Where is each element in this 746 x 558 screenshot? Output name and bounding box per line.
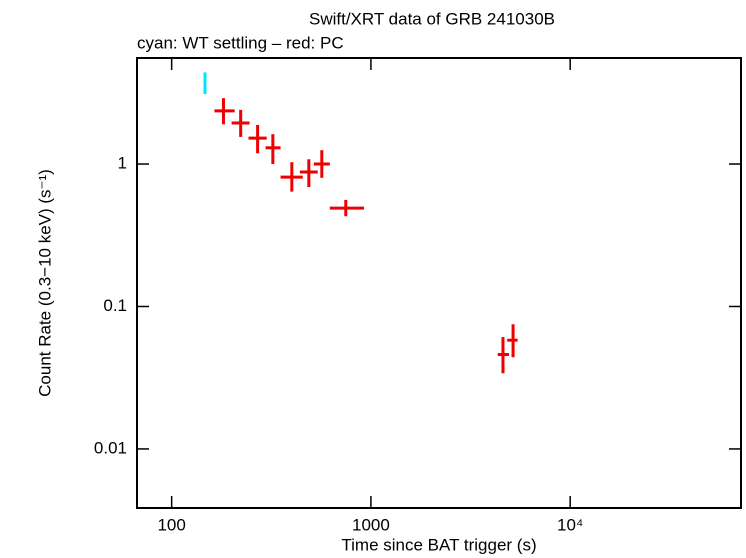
chart-title: Swift/XRT data of GRB 241030B — [309, 9, 555, 28]
chart-subtitle: cyan: WT settling – red: PC — [137, 33, 344, 52]
x-tick-label: 100 — [157, 515, 185, 534]
y-tick-label: 0.01 — [94, 438, 127, 457]
y-tick-label: 1 — [118, 154, 127, 173]
y-axis-label: Count Rate (0.3−10 keV) (s⁻¹) — [35, 169, 54, 397]
plot-frame — [136, 57, 742, 509]
x-tick-label: 10⁴ — [557, 515, 583, 534]
x-tick-label: 1000 — [352, 515, 390, 534]
x-axis-label: Time since BAT trigger (s) — [341, 535, 536, 554]
y-tick-label: 0.1 — [103, 296, 127, 315]
